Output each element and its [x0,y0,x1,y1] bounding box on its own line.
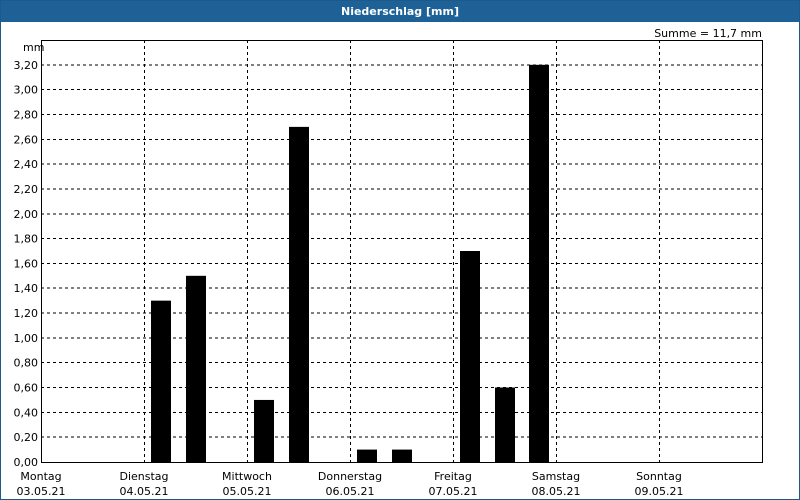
bars [151,64,549,462]
x-day-label: Donnerstag [318,470,382,483]
bar [529,64,549,462]
bar [151,300,171,462]
x-date-label: 06.05.21 [326,485,375,498]
x-day-label: Mittwoch [222,470,272,483]
x-day-label: Freitag [434,470,472,483]
bar [289,126,309,462]
y-tick-label: 2,20 [14,183,39,196]
y-tick-label: 0,60 [14,382,39,395]
y-tick-label: 1,20 [14,307,39,320]
x-date-label: 04.05.21 [120,485,169,498]
chart-title: Niederschlag [mm] [1,1,799,22]
y-tick-label: 2,00 [14,208,39,221]
x-day-label: Montag [20,470,61,483]
y-tick-label: 0,40 [14,406,39,419]
y-tick-label: 0,80 [14,357,39,370]
bar [357,449,377,462]
bar [460,251,480,462]
y-tick-label: 1,60 [14,257,39,270]
y-tick-label: 2,40 [14,158,39,171]
y-tick-label: 0,00 [14,456,39,469]
x-day-label: Dienstag [119,470,168,483]
y-unit-label: mm [23,41,44,54]
plot-area-border [41,40,763,463]
y-tick-label: 2,80 [14,108,39,121]
x-date-label: 03.05.21 [17,485,66,498]
y-tick-labels: 0,00 0,20 0,40 0,60 0,80 1,00 1,20 1,40 1,60 1,80… [14,59,39,469]
axes [41,40,763,463]
y-tick-label: 3,20 [14,59,39,72]
bar [495,387,515,462]
bar [392,449,412,462]
x-day-label: Sonntag [636,470,682,483]
bar [254,399,274,462]
x-date-label: 05.05.21 [223,485,272,498]
x-tick-labels: Montag 03.05.21 Dienstag 04.05.21 Mittwoch 05… [17,470,684,498]
x-date-label: 07.05.21 [429,485,478,498]
x-day-label: Samstag [532,470,580,483]
grid [41,40,762,462]
y-tick-label: 1,40 [14,282,39,295]
x-date-label: 09.05.21 [635,485,684,498]
y-tick-label: 3,00 [14,84,39,97]
sum-label: Summe = 11,7 mm [654,27,762,40]
y-tick-label: 1,80 [14,233,39,246]
x-date-label: 08.05.21 [532,485,581,498]
y-tick-label: 0,20 [14,431,39,444]
bar [186,275,206,462]
y-tick-label: 2,60 [14,133,39,146]
y-tick-label: 1,00 [14,332,39,345]
